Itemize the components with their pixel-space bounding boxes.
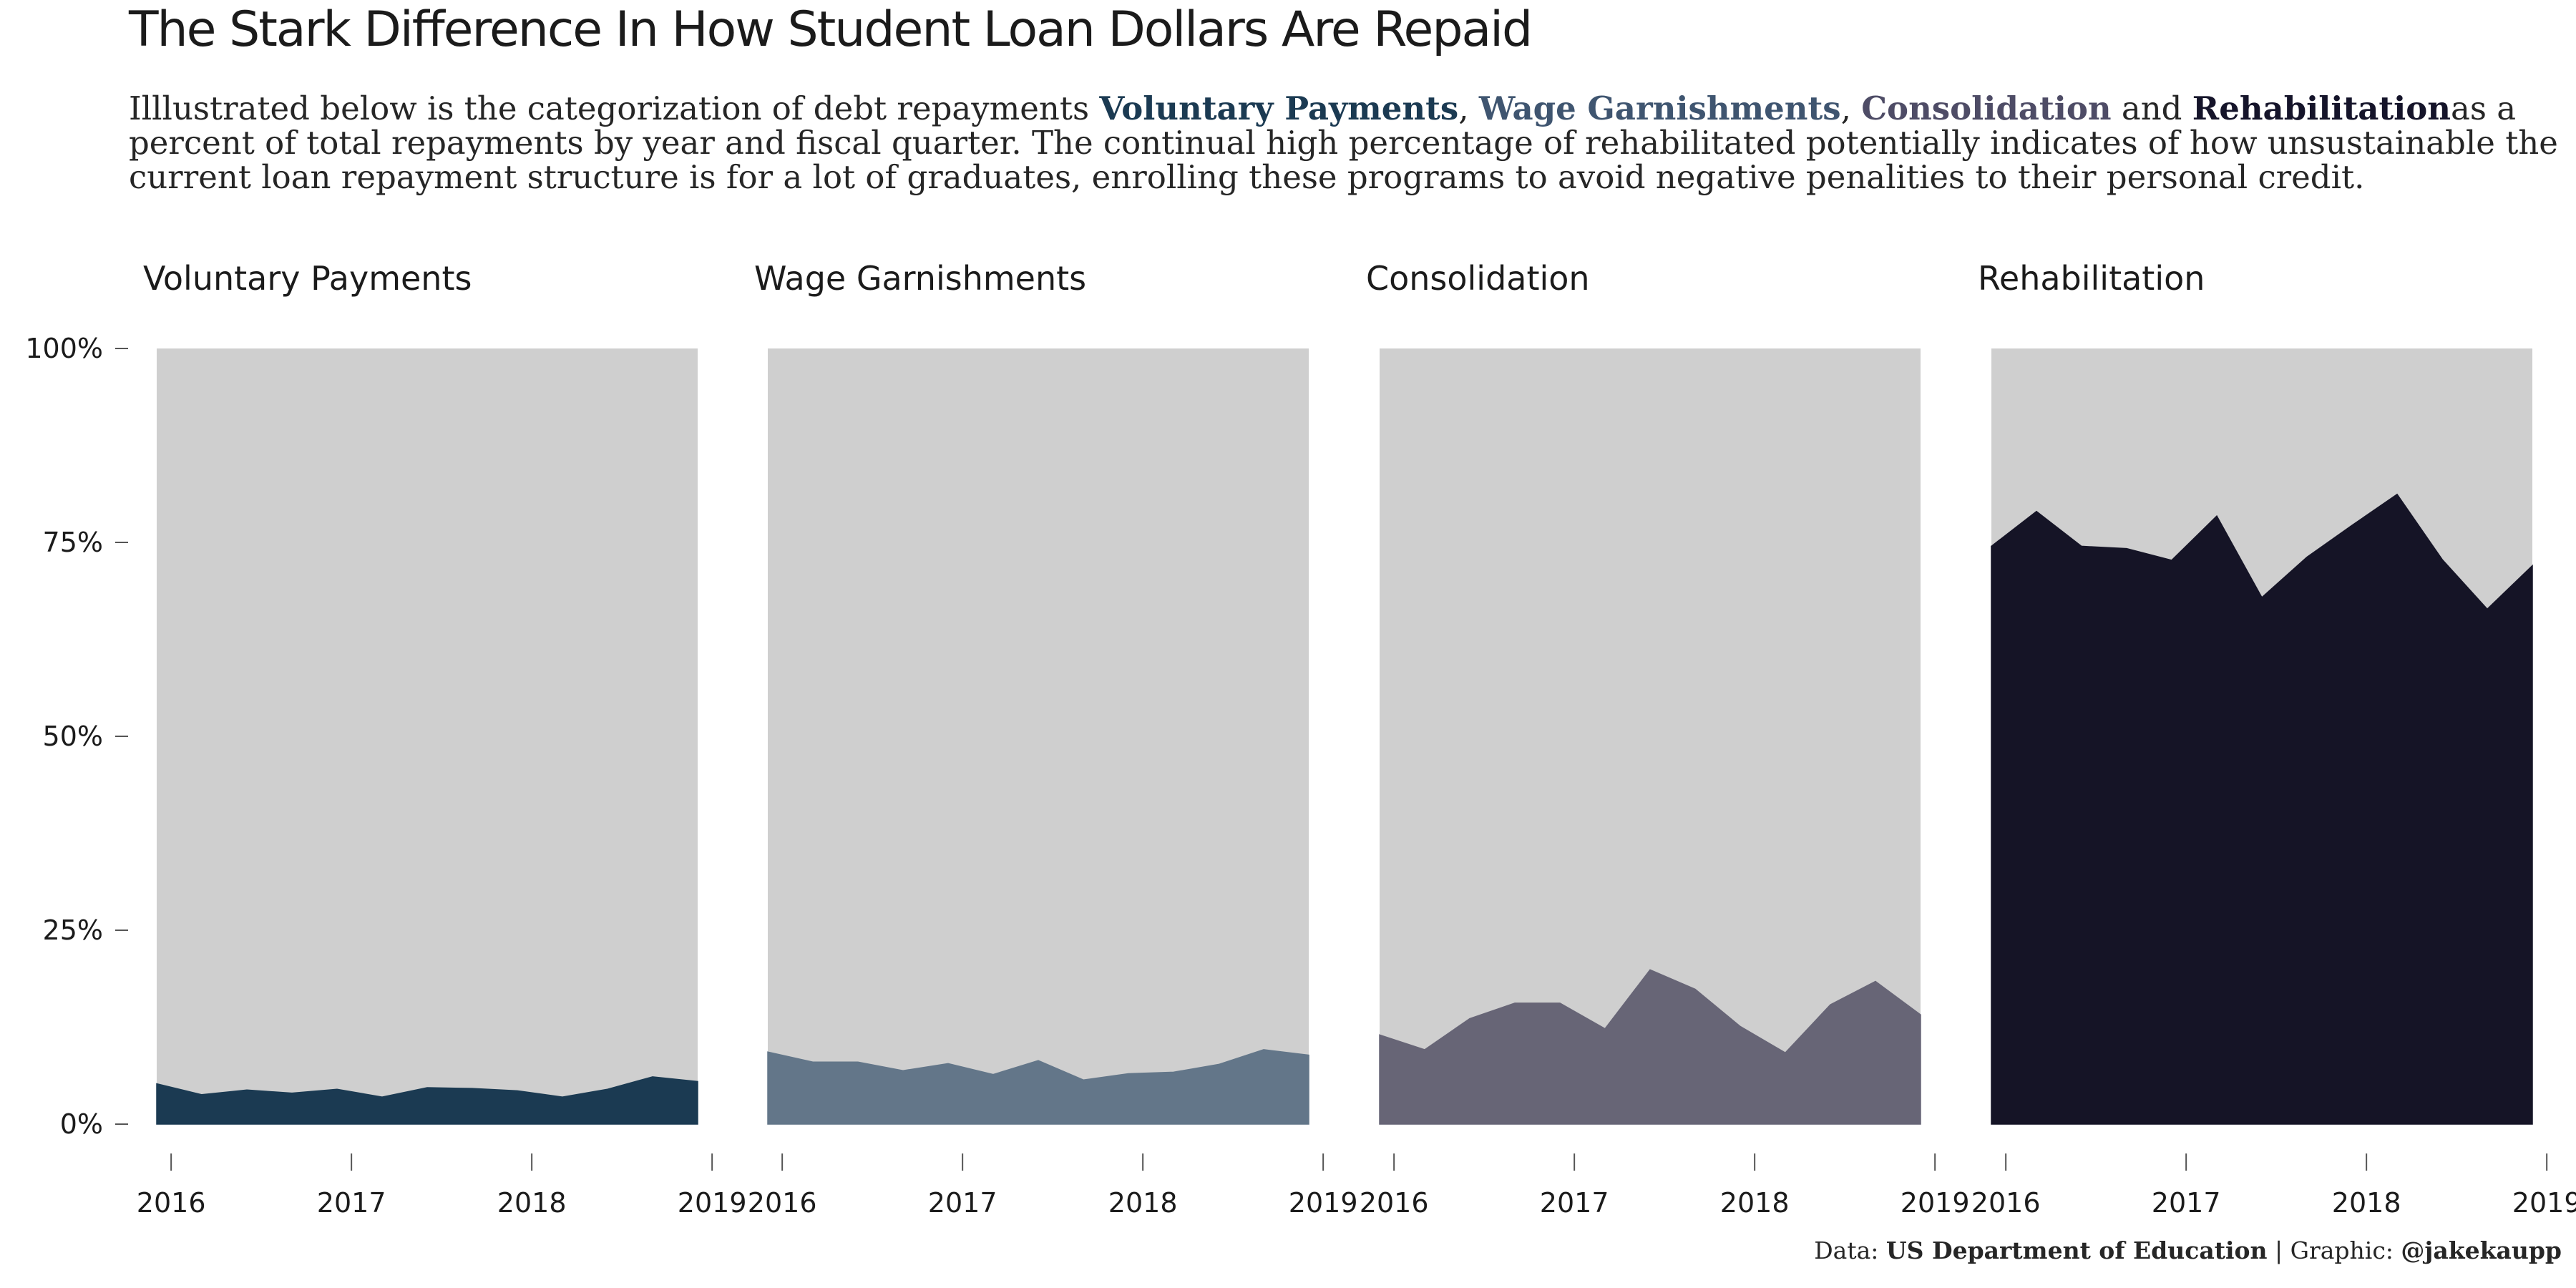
subtitle-highlight-rehabilitation: Rehabilitation [2192,89,2451,127]
y-tick-label: 0% [60,1108,103,1140]
x-tick-label: 2017 [928,1187,997,1219]
caption-data-label: Data: [1814,1236,1886,1264]
panel-rehabilitation: Rehabilitation 2016 2017 2018 2019 [1971,259,2576,1219]
subtitle-highlight-wage: Wage Garnishments [1478,89,1841,127]
x-tick-label: 2016 [1360,1187,1429,1219]
x-tick-label: 2019 [1289,1187,1358,1219]
panel-voluntary-payments: Voluntary Payments 2016 2017 2018 2019 [137,259,747,1219]
x-tick-label: 2018 [1720,1187,1790,1219]
panel-consolidation: Consolidation 2016 2017 2018 2019 [1360,259,1970,1219]
x-tick-label: 2016 [137,1187,206,1219]
caption-separator: | Graphic: [2267,1236,2401,1264]
x-tick-label: 2019 [2512,1187,2576,1219]
x-tick-label: 2017 [317,1187,386,1219]
y-tick-label: 50% [43,721,103,752]
x-tick-label: 2018 [2332,1187,2401,1219]
panel-wage-garnishments: Wage Garnishments 2016 2017 2018 2019 [748,259,1358,1219]
y-tick-label: 75% [43,527,103,558]
subtitle-highlight-voluntary: Voluntary Payments [1099,89,1459,127]
subtitle-highlight-consolidation: Consolidation [1861,89,2112,127]
subtitle-separator-1: , [1458,89,1479,127]
subtitle-suffix: as a percent of total repayments by year… [129,89,2558,196]
x-tick-label: 2016 [1971,1187,2041,1219]
total-background-area [157,348,698,1124]
caption-author: @jakekaupp [2401,1236,2562,1264]
facet-strip-title: Consolidation [1366,259,1590,298]
subtitle-separator-3: and [2111,89,2192,127]
total-background-area [768,348,1309,1124]
series-area [1379,969,1921,1125]
facet-strip-title: Wage Garnishments [754,259,1086,298]
caption-data-source: US Department of Education [1885,1236,2268,1264]
facet-strip-title: Voluntary Payments [143,259,472,298]
x-tick-label: 2016 [748,1187,817,1219]
x-tick-label: 2019 [1901,1187,1970,1219]
series-area [1991,493,2533,1125]
y-tick-label: 100% [25,333,103,364]
x-tick-label: 2017 [2152,1187,2221,1219]
series-area [156,1076,698,1125]
facet-strip-title: Rehabilitation [1978,259,2205,298]
subtitle-prefix: Illlustrated below is the categorization… [129,89,1100,127]
x-tick-label: 2017 [1540,1187,1609,1219]
series-area [767,1049,1309,1125]
x-tick-label: 2018 [1108,1187,1178,1219]
y-tick-label: 25% [43,914,103,946]
chart-subtitle: Illlustrated below is the categorization… [129,92,2562,195]
chart-title: The Stark Difference In How Student Loan… [129,1,1533,58]
x-tick-label: 2018 [497,1187,567,1219]
subtitle-separator-2: , [1840,89,1862,127]
x-tick-label: 2019 [678,1187,747,1219]
caption: Data: US Department of Education | Graph… [1814,1236,2562,1264]
